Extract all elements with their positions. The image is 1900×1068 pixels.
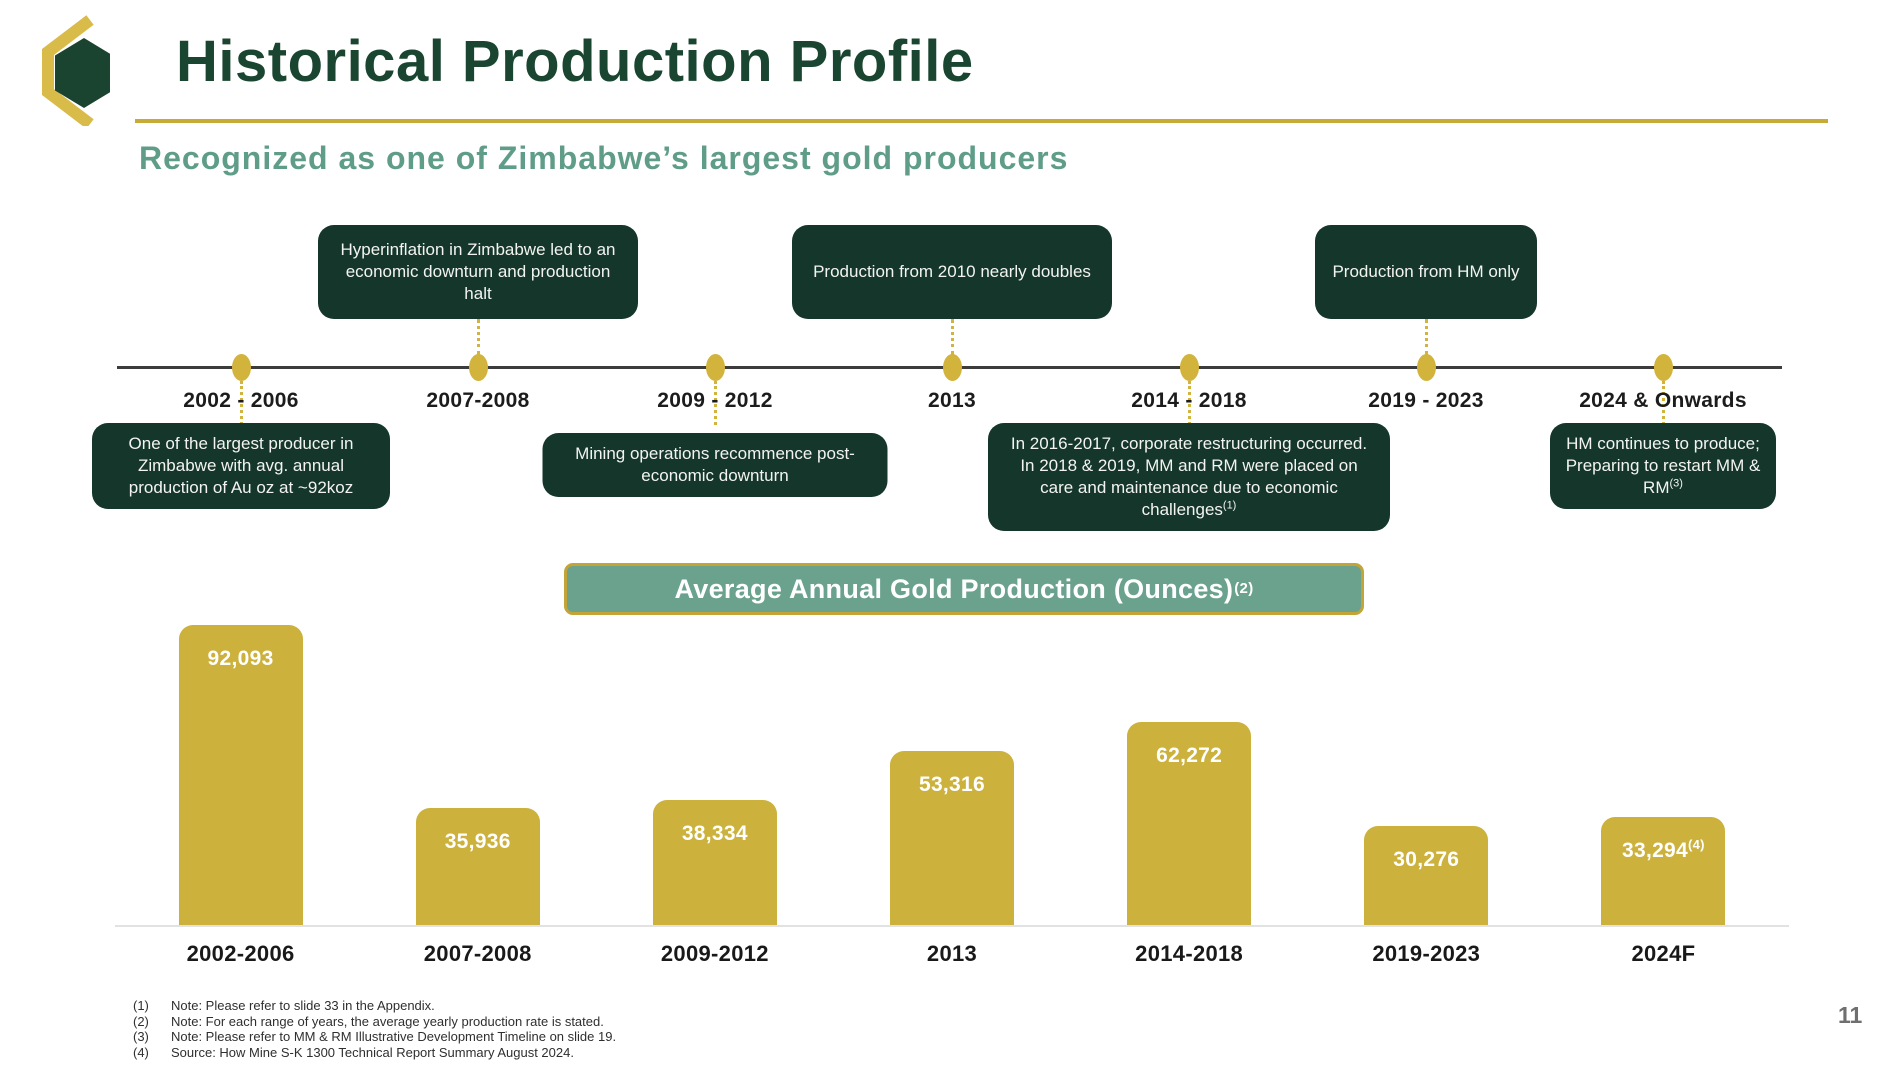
footnote-text: Note: Please refer to slide 33 in the Ap…: [171, 998, 435, 1013]
page-number: 11: [1838, 1002, 1863, 1028]
callout-text: HM continues to produce; Preparing to re…: [1565, 434, 1761, 498]
timeline-callout-above: Hyperinflation in Zimbabwe led to an eco…: [318, 225, 638, 319]
timeline-dot: [469, 354, 488, 381]
timeline-callout-above: Production from 2010 nearly doubles: [792, 225, 1112, 319]
bar-column: 62,272: [1071, 623, 1308, 925]
footnote-marker: (4): [133, 1044, 149, 1060]
bar: 38,334: [652, 800, 777, 925]
callout-text: One of the largest producer in Zimbabwe …: [128, 434, 354, 498]
bar-value-label: 35,936: [444, 830, 511, 853]
timeline-period-label: 2024 & Onwards: [1579, 389, 1747, 412]
timeline-dot: [1180, 354, 1199, 381]
bar: 53,316: [889, 751, 1014, 925]
timeline-callout-below: In 2016-2017, corporate restructuring oc…: [988, 423, 1390, 532]
timeline-callout-below: One of the largest producer in Zimbabwe …: [92, 423, 390, 510]
callout-connector: [713, 381, 717, 425]
timeline-period-label: 2009 - 2012: [657, 389, 773, 412]
footnote-marker: (1): [133, 998, 149, 1013]
bar-category-label: 2009-2012: [660, 941, 769, 966]
footnote-marker: (3): [133, 1029, 149, 1045]
chart-title-badge: Average Annual Gold Production (Ounces)(…: [564, 563, 1364, 615]
bar-column: 53,316: [833, 623, 1070, 925]
timeline-dot: [232, 354, 251, 381]
bar: 35,936: [415, 808, 540, 925]
footnote-item: (1) Note: Please refer to slide 33 in th…: [133, 998, 616, 1014]
callout-connector: [476, 319, 480, 355]
bar-category-label: 2024F: [1631, 941, 1696, 966]
callout-text: Hyperinflation in Zimbabwe led to an eco…: [340, 239, 616, 304]
timeline-period-label: 2007-2008: [426, 389, 530, 412]
bar-value-label: 92,093: [207, 647, 274, 670]
bar: 30,276: [1364, 826, 1489, 925]
bar-value-label: 30,276: [1393, 848, 1460, 871]
timeline-dot: [1417, 354, 1436, 381]
timeline-dot: [943, 354, 962, 381]
bar-column: 35,936: [359, 623, 596, 925]
slide-subtitle: Recognized as one of Zimbabwe’s largest …: [139, 140, 1069, 176]
footnote-text: Source: How Mine S-K 1300 Technical Repo…: [171, 1044, 574, 1060]
footnote-text: Note: Please refer to MM & RM Illustrati…: [171, 1029, 617, 1045]
timeline: Hyperinflation in Zimbabwe led to an eco…: [92, 215, 1782, 532]
timeline-period-label: 2002 - 2006: [183, 389, 299, 412]
callout-text: In 2016-2017, corporate restructuring oc…: [1010, 434, 1368, 520]
callout-connector: [950, 319, 954, 355]
timeline-period-label: 2013: [928, 389, 976, 412]
footnote-marker: (2): [133, 1013, 149, 1029]
callout-text: Mining operations recommence post-econom…: [575, 444, 855, 486]
bar-value-label: 62,272: [1156, 744, 1223, 767]
footnotes: (1) Note: Please refer to slide 33 in th…: [133, 998, 616, 1060]
bar-column: 30,276: [1308, 623, 1545, 925]
category-labels-row: 2002-2006 2007-2008 2009-2012 2013 2014-…: [122, 941, 1782, 967]
bar-category-label: 2002-2006: [186, 941, 295, 966]
bar-value-label: 38,334: [681, 822, 748, 845]
timeline-dot: [1654, 354, 1673, 381]
bar-column: 33,294(4): [1545, 623, 1782, 925]
footnote-item: (3) Note: Please refer to MM & RM Illust…: [133, 1029, 616, 1045]
production-bar-chart: 92,093 35,936 38,334 53,316 62,272 30,27…: [115, 623, 1789, 967]
callout-text: Production from HM only: [1332, 261, 1520, 281]
bar-category-label: 2014-2018: [1135, 941, 1244, 966]
timeline-callout-above: Production from HM only: [1315, 225, 1537, 319]
bar-value-label: 33,294(4): [1621, 837, 1705, 862]
bar: 33,294(4): [1601, 817, 1726, 925]
timeline-period-label: 2014 - 2018: [1131, 389, 1247, 412]
chart-baseline: [115, 925, 1789, 927]
footnote-item: (4) Source: How Mine S-K 1300 Technical …: [133, 1045, 616, 1061]
timeline-period-label: 2019 - 2023: [1368, 389, 1484, 412]
footnote-text: Note: For each range of years, the avera…: [171, 1013, 604, 1029]
bar-category-label: 2019-2023: [1372, 941, 1481, 966]
callout-text: Production from 2010 nearly doubles: [813, 261, 1091, 281]
company-logo-icon: [42, 15, 110, 126]
bar-footnote-ref: (4): [1688, 837, 1705, 852]
bar: 92,093: [178, 625, 303, 925]
timeline-callout-below: Mining operations recommence post-econom…: [542, 433, 888, 498]
title-underline: [135, 119, 1828, 123]
bar-value-label: 53,316: [918, 773, 985, 796]
callout-connector: [1661, 381, 1665, 425]
bar: 62,272: [1127, 722, 1252, 925]
bar-column: 92,093: [122, 623, 359, 925]
timeline-dot: [706, 354, 725, 381]
bar-category-label: 2007-2008: [423, 941, 532, 966]
footnote-item: (2) Note: For each range of years, the a…: [133, 1014, 616, 1030]
bars-row: 92,093 35,936 38,334 53,316 62,272 30,27…: [122, 623, 1782, 925]
callout-connector: [1187, 381, 1191, 425]
callout-connector: [1424, 319, 1428, 355]
chart-title-text: Average Annual Gold Production (Ounces): [674, 573, 1234, 604]
bar-category-label: 2013: [926, 941, 978, 966]
callout-connector: [239, 381, 243, 425]
bar-column: 38,334: [596, 623, 833, 925]
page-title: Historical Production Profile: [176, 29, 974, 94]
timeline-callout-below: HM continues to produce; Preparing to re…: [1550, 423, 1776, 510]
